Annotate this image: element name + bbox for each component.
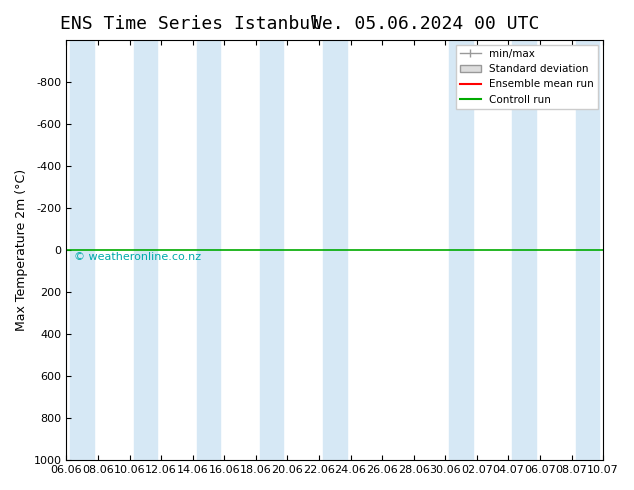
Legend: min/max, Standard deviation, Ensemble mean run, Controll run: min/max, Standard deviation, Ensemble me… <box>456 45 598 109</box>
Bar <box>450 40 473 460</box>
Bar <box>512 40 536 460</box>
Bar <box>70 40 94 460</box>
Text: © weatheronline.co.nz: © weatheronline.co.nz <box>74 252 202 262</box>
Text: ENS Time Series Istanbul: ENS Time Series Istanbul <box>60 15 321 33</box>
Bar <box>260 40 283 460</box>
Bar <box>576 40 599 460</box>
Bar <box>197 40 221 460</box>
Y-axis label: Max Temperature 2m (°C): Max Temperature 2m (°C) <box>15 169 28 331</box>
Bar <box>323 40 347 460</box>
Bar <box>134 40 157 460</box>
Text: We. 05.06.2024 00 UTC: We. 05.06.2024 00 UTC <box>311 15 539 33</box>
